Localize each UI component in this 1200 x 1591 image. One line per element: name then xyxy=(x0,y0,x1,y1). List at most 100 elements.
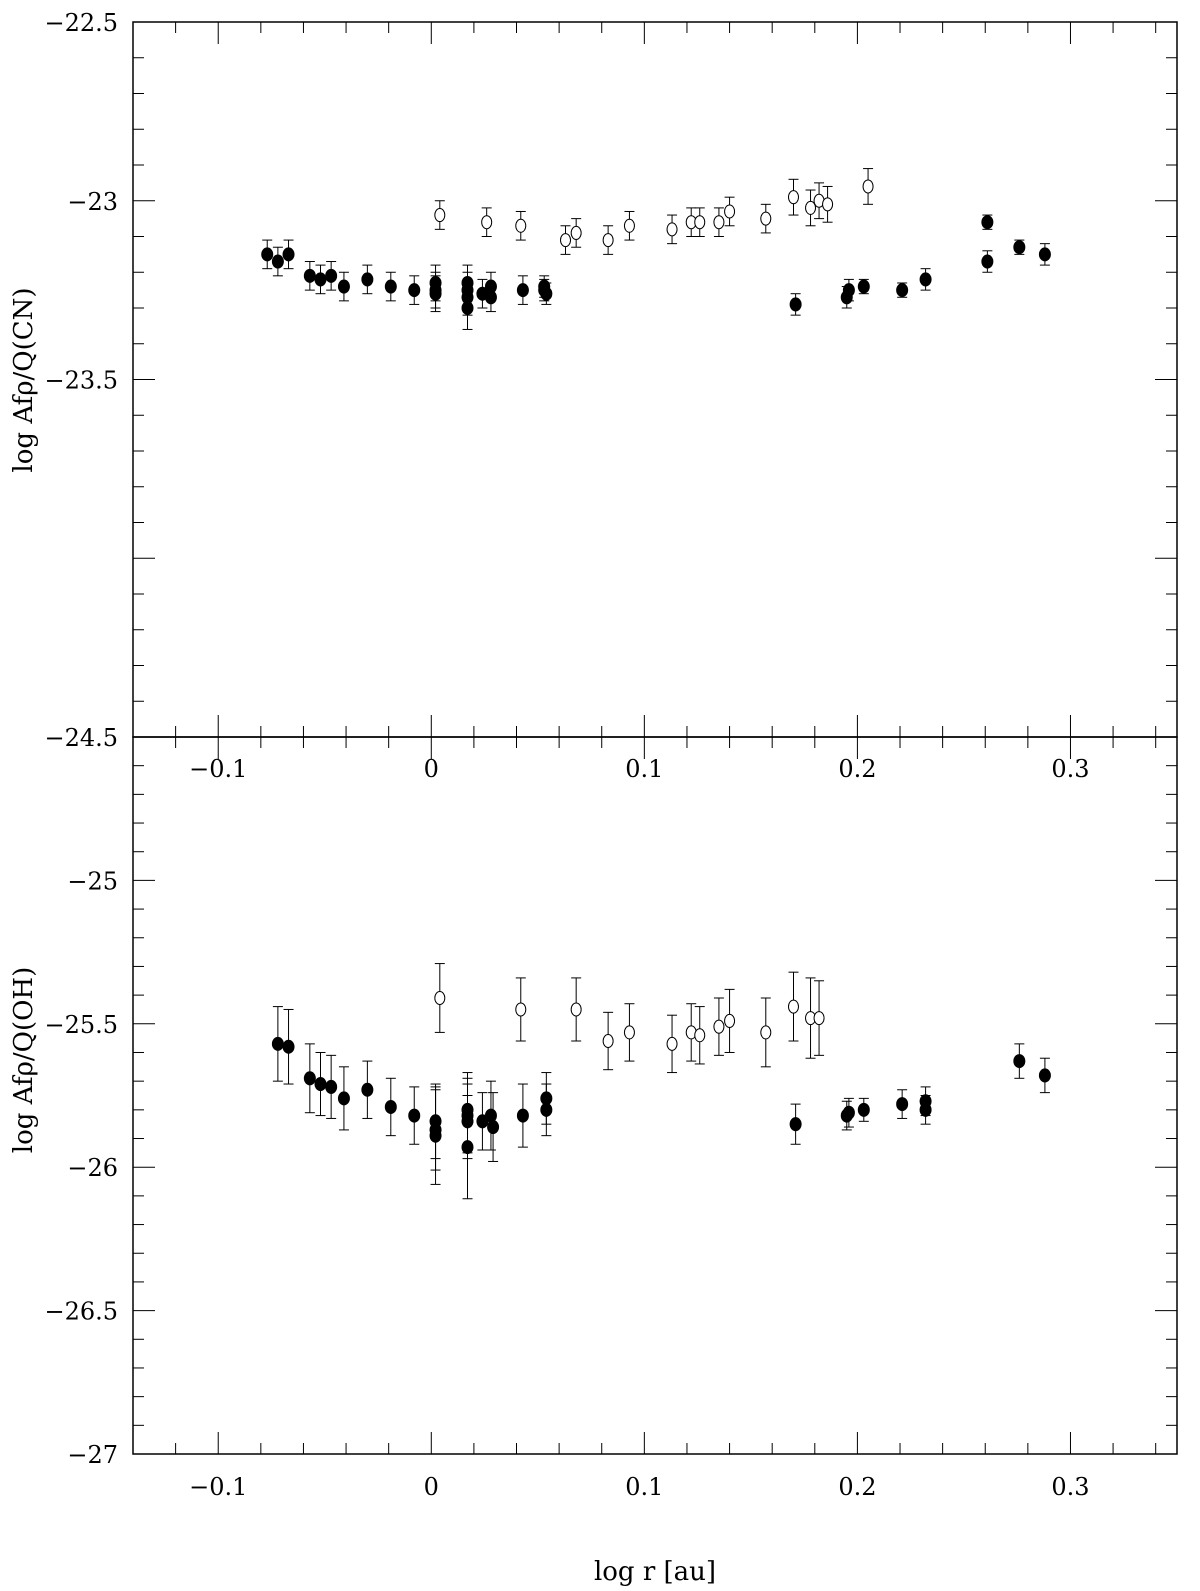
cn-filled-point xyxy=(303,268,316,283)
cn-open-point xyxy=(666,222,678,237)
cn-open-point xyxy=(822,197,834,212)
cn-open-point xyxy=(481,215,493,230)
oh-open-point xyxy=(602,1034,614,1049)
oh-open-point xyxy=(666,1036,678,1051)
oh-x-tick-label: 0.1 xyxy=(625,1473,663,1501)
oh-open-point xyxy=(724,1013,736,1028)
oh-filled-point xyxy=(857,1102,870,1117)
cn-open-point xyxy=(694,215,706,230)
cn-open-point xyxy=(515,218,527,233)
oh-filled-point xyxy=(842,1105,855,1120)
oh-open-point xyxy=(570,1002,582,1017)
oh-filled-point xyxy=(540,1102,553,1117)
oh-filled-point xyxy=(1013,1054,1026,1069)
cn-filled-point xyxy=(896,283,909,298)
cn-open-point xyxy=(805,200,817,215)
oh-filled-point xyxy=(919,1094,932,1109)
cn-filled-point xyxy=(516,283,529,298)
oh-open-point xyxy=(434,990,446,1005)
x-axis-title: log r [au] xyxy=(594,1557,716,1587)
cn-plot-frame xyxy=(132,21,1178,738)
cn-open-point xyxy=(862,179,874,194)
cn-open-point xyxy=(560,233,572,248)
oh-y-tick-label: −26 xyxy=(67,1154,118,1182)
cn-filled-point xyxy=(1013,240,1026,255)
cn-filled-point xyxy=(789,297,802,312)
oh-open-point xyxy=(713,1019,725,1034)
cn-open-point xyxy=(787,190,799,205)
oh-y-axis-title: log Afρ/Q(OH) xyxy=(9,967,39,1153)
cn-filled-point xyxy=(1038,247,1051,262)
cn-x-tick-label: 0.1 xyxy=(625,755,663,783)
cn-filled-point xyxy=(842,283,855,298)
oh-x-tick-label: 0.3 xyxy=(1051,1473,1089,1501)
oh-filled-point xyxy=(325,1079,338,1094)
oh-filled-point xyxy=(314,1077,327,1092)
cn-y-tick-label: −23 xyxy=(67,188,118,216)
cn-open-point xyxy=(570,225,582,240)
cn-x-tick-label: 0.2 xyxy=(838,755,876,783)
cn-filled-point xyxy=(337,279,350,294)
oh-filled-point xyxy=(337,1091,350,1106)
cn-open-point xyxy=(623,218,635,233)
oh-filled-point xyxy=(271,1036,284,1051)
cn-filled-point xyxy=(361,272,374,287)
cn-filled-point xyxy=(271,254,284,269)
cn-panel: −0.1 0 0.1 0.2 0.3 −24.5 −23.5 −23 −22.5 xyxy=(44,9,1178,783)
oh-filled-point xyxy=(361,1082,374,1097)
oh-filled-point xyxy=(1038,1068,1051,1083)
cn-filled-point xyxy=(325,268,338,283)
oh-filled-point xyxy=(429,1128,442,1143)
cn-filled-point xyxy=(484,290,497,305)
cn-open-point xyxy=(724,204,736,219)
oh-y-tick-label: −26.5 xyxy=(44,1298,118,1326)
cn-y-tick-label: −22.5 xyxy=(44,9,118,37)
cn-y-tick-label: −23.5 xyxy=(44,367,118,395)
oh-x-tick-label: 0.2 xyxy=(838,1473,876,1501)
cn-filled-point xyxy=(461,301,474,315)
oh-x-tick-label: −0.1 xyxy=(189,1473,247,1501)
oh-open-point xyxy=(787,999,799,1014)
cn-x-tick-label: −0.1 xyxy=(189,755,247,783)
cn-filled-point xyxy=(981,215,994,230)
oh-open-point xyxy=(813,1011,825,1026)
cn-filled-point xyxy=(540,286,553,301)
cn-x-tick-label: 0.3 xyxy=(1051,755,1089,783)
cn-filled-point xyxy=(408,283,421,298)
oh-plot-frame xyxy=(132,736,1178,1455)
cn-filled-point xyxy=(919,272,932,287)
cn-open-point xyxy=(713,215,725,230)
oh-filled-point xyxy=(408,1108,421,1123)
oh-open-point xyxy=(515,1002,527,1017)
cn-open-point xyxy=(760,211,772,226)
oh-filled-point xyxy=(896,1097,909,1112)
oh-filled-point xyxy=(484,1108,497,1123)
oh-y-tick-label: −25.5 xyxy=(44,1011,118,1039)
oh-panel: −0.1 0 0.1 0.2 0.3 −27 −26.5 −26 −25.5 −25 xyxy=(44,736,1178,1501)
oh-y-tick-label: −25 xyxy=(67,867,118,895)
oh-open-point xyxy=(623,1025,635,1040)
cn-filled-point xyxy=(857,279,870,294)
cn-x-tick-label: 0 xyxy=(424,755,439,783)
oh-filled-point xyxy=(487,1120,500,1135)
cn-y-axis-title: log Afρ/Q(CN) xyxy=(9,287,39,472)
oh-x-tick-label: 0 xyxy=(424,1473,439,1501)
oh-open-point xyxy=(760,1025,772,1040)
oh-filled-point xyxy=(282,1039,295,1054)
cn-y-tick-label: −24.5 xyxy=(44,724,118,752)
oh-y-tick-label: −27 xyxy=(67,1441,118,1469)
oh-open-point xyxy=(694,1028,706,1043)
cn-open-point xyxy=(434,208,446,223)
oh-filled-point xyxy=(789,1117,802,1132)
cn-filled-point xyxy=(384,279,397,294)
cn-filled-point xyxy=(261,247,274,262)
cn-open-point xyxy=(602,233,614,248)
cn-filled-point xyxy=(314,272,327,287)
cn-filled-point xyxy=(981,254,994,269)
cn-filled-point xyxy=(282,247,295,262)
oh-filled-point xyxy=(461,1140,474,1155)
cn-filled-point xyxy=(429,286,442,301)
oh-filled-point xyxy=(384,1099,397,1114)
oh-filled-point xyxy=(303,1071,316,1086)
